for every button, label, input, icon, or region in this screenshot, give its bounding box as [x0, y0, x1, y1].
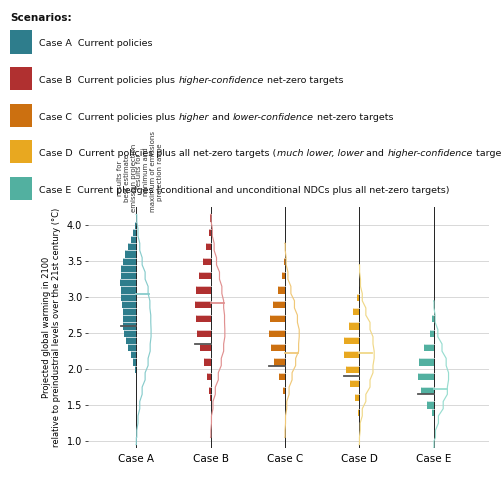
Polygon shape — [133, 358, 136, 365]
Polygon shape — [126, 337, 136, 344]
Polygon shape — [429, 330, 433, 337]
Polygon shape — [423, 344, 433, 351]
Polygon shape — [131, 236, 136, 243]
Polygon shape — [195, 315, 210, 322]
Polygon shape — [202, 257, 210, 265]
Text: higher-confidence: higher-confidence — [386, 149, 471, 158]
Polygon shape — [270, 315, 285, 322]
Polygon shape — [284, 257, 285, 265]
Polygon shape — [277, 286, 285, 294]
Polygon shape — [426, 402, 433, 409]
Polygon shape — [274, 358, 285, 365]
Polygon shape — [125, 251, 136, 257]
Y-axis label: Projected global warming in 2100
relative to preindustrial levels over the 21st : Projected global warming in 2100 relativ… — [42, 208, 61, 447]
Polygon shape — [270, 344, 285, 351]
Polygon shape — [135, 365, 136, 373]
Polygon shape — [133, 229, 136, 236]
Text: and: and — [208, 113, 232, 121]
Polygon shape — [206, 373, 210, 380]
Polygon shape — [431, 409, 433, 416]
Text: net-zero targets: net-zero targets — [313, 113, 393, 121]
Polygon shape — [195, 301, 210, 308]
Text: Case C  Current policies plus: Case C Current policies plus — [40, 113, 178, 121]
Bar — [10, 140, 32, 163]
Polygon shape — [283, 387, 285, 394]
Bar — [10, 104, 32, 127]
Polygon shape — [417, 373, 433, 380]
Polygon shape — [279, 373, 285, 380]
Polygon shape — [131, 351, 136, 358]
Text: results for
minimum and
maximum of emissions
projection range: results for minimum and maximum of emiss… — [136, 131, 163, 212]
Polygon shape — [208, 229, 210, 236]
Polygon shape — [346, 365, 359, 373]
Polygon shape — [120, 279, 136, 286]
Text: and: and — [363, 149, 386, 158]
Text: higher: higher — [178, 113, 208, 121]
Text: much lower, lower: much lower, lower — [276, 149, 363, 158]
Polygon shape — [358, 279, 359, 286]
Text: lower-confidence: lower-confidence — [232, 113, 313, 121]
Polygon shape — [206, 243, 210, 251]
Polygon shape — [344, 337, 359, 344]
Polygon shape — [420, 387, 433, 394]
Text: net-zero targets: net-zero targets — [264, 76, 343, 85]
Text: Case D  Current policies plus all net-zero targets (: Case D Current policies plus all net-zer… — [40, 149, 276, 158]
Polygon shape — [197, 330, 210, 337]
Polygon shape — [273, 301, 285, 308]
Text: Case A  Current policies: Case A Current policies — [40, 40, 153, 48]
Polygon shape — [123, 322, 136, 330]
Polygon shape — [120, 286, 136, 294]
Polygon shape — [209, 214, 210, 222]
Polygon shape — [348, 322, 359, 330]
Polygon shape — [354, 394, 359, 402]
Polygon shape — [134, 222, 136, 229]
Polygon shape — [350, 380, 359, 387]
Text: higher-confidence: higher-confidence — [178, 76, 264, 85]
Polygon shape — [124, 330, 136, 337]
Bar — [10, 30, 32, 54]
Polygon shape — [195, 286, 210, 294]
Text: targets): targets) — [471, 149, 501, 158]
Polygon shape — [123, 257, 136, 265]
Polygon shape — [121, 265, 136, 272]
Polygon shape — [357, 409, 359, 416]
Polygon shape — [122, 301, 136, 308]
Polygon shape — [353, 308, 359, 315]
Bar — [10, 67, 32, 90]
Polygon shape — [128, 344, 136, 351]
Polygon shape — [432, 315, 433, 322]
Polygon shape — [356, 294, 359, 301]
Polygon shape — [209, 387, 210, 394]
Text: Scenarios:: Scenarios: — [10, 13, 72, 23]
Polygon shape — [198, 272, 210, 279]
Polygon shape — [269, 330, 285, 337]
Polygon shape — [123, 315, 136, 322]
Polygon shape — [128, 243, 136, 251]
Text: Case B  Current policies plus: Case B Current policies plus — [40, 76, 178, 85]
Polygon shape — [121, 294, 136, 301]
Text: results for
best estimate
emission projection: results for best estimate emission proje… — [117, 144, 137, 212]
Polygon shape — [282, 272, 285, 279]
Polygon shape — [122, 308, 136, 315]
Polygon shape — [120, 272, 136, 279]
Polygon shape — [343, 351, 359, 358]
Bar — [10, 177, 32, 200]
Polygon shape — [200, 344, 210, 351]
Text: Case E  Current pledges (conditional and unconditional NDCs plus all net-zero ta: Case E Current pledges (conditional and … — [40, 186, 449, 195]
Polygon shape — [203, 358, 210, 365]
Polygon shape — [418, 358, 433, 365]
